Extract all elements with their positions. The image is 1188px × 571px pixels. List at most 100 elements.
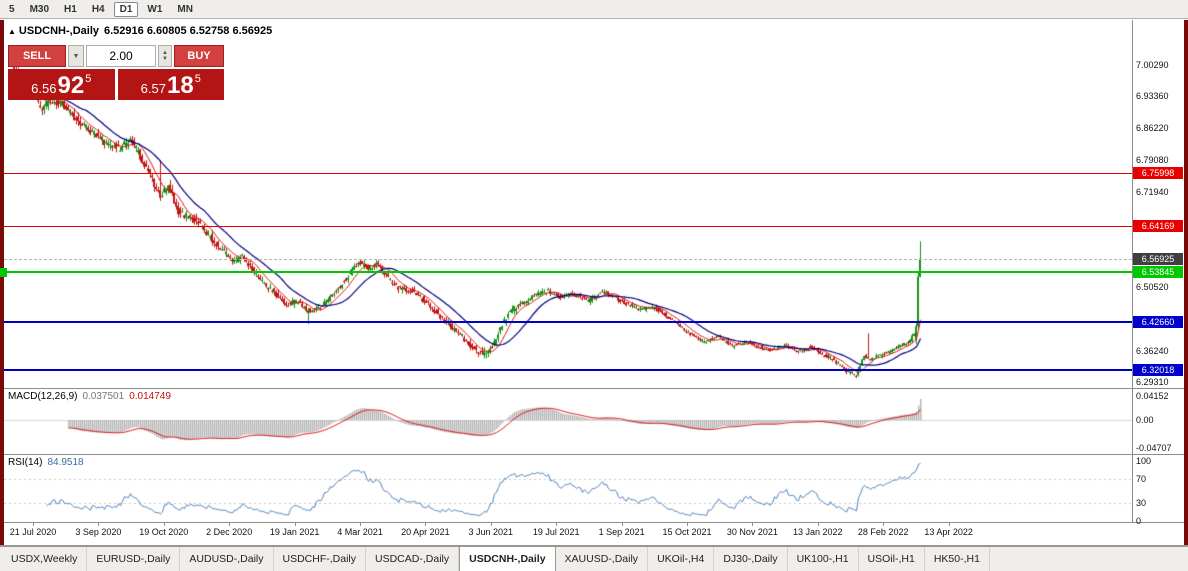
buy-price-big: 18 bbox=[166, 72, 194, 99]
trade-controls-row: SELL ▼ 2.00 ▲ ▼ BUY bbox=[8, 45, 224, 67]
time-axis-tick bbox=[949, 523, 950, 526]
horizontal-level-line[interactable] bbox=[4, 321, 1132, 323]
sell-price-box[interactable]: 6.56 92 5 bbox=[8, 69, 115, 100]
horizontal-level-line[interactable] bbox=[4, 173, 1132, 174]
macd-indicator-label: MACD(12,26,9) 0.037501 0.014749 bbox=[8, 391, 171, 402]
timeframe-button-mn[interactable]: MN bbox=[177, 3, 193, 15]
time-axis-tick bbox=[295, 523, 296, 526]
tab-ukoil-h4[interactable]: UKOil-,H4 bbox=[648, 547, 715, 571]
price-scale-border bbox=[1132, 20, 1133, 523]
tab-audusd-daily[interactable]: AUDUSD-,Daily bbox=[180, 547, 274, 571]
time-axis-tick bbox=[556, 523, 557, 526]
horizontal-level-line[interactable] bbox=[4, 226, 1132, 227]
tab-hk50-h1[interactable]: HK50-,H1 bbox=[925, 547, 990, 571]
level-price-tag: 6.75998 bbox=[1133, 167, 1183, 179]
time-axis-label: 19 Jan 2021 bbox=[269, 527, 320, 537]
buy-price-sup: 5 bbox=[194, 73, 201, 85]
time-axis-tick bbox=[98, 523, 99, 526]
trade-prices-row: 6.56 92 5 6.57 18 5 bbox=[8, 69, 224, 100]
tab-uk100-h1[interactable]: UK100-,H1 bbox=[788, 547, 859, 571]
level-price-tag: 6.32018 bbox=[1133, 364, 1183, 376]
timeframe-button-h4[interactable]: H4 bbox=[91, 3, 105, 15]
buy-price-box[interactable]: 6.57 18 5 bbox=[117, 69, 224, 100]
time-axis-label: 28 Feb 2022 bbox=[857, 527, 909, 537]
macd-name: MACD(12,26,9) bbox=[8, 391, 78, 402]
time-axis-label: 19 Oct 2020 bbox=[139, 527, 189, 537]
tab-usdcnh-daily[interactable]: USDCNH-,Daily bbox=[459, 547, 556, 571]
macd-indicator-canvas[interactable] bbox=[4, 389, 1132, 454]
time-axis-tick bbox=[33, 523, 34, 526]
panel-separator[interactable] bbox=[0, 454, 1188, 455]
price-scale-tick: 6.29310 bbox=[1136, 376, 1169, 387]
tab-eurusd-daily[interactable]: EURUSD-,Daily bbox=[87, 547, 181, 571]
horizontal-level-line[interactable] bbox=[4, 271, 1132, 273]
chart-window: ▲ USDCNH-,Daily 6.52916 6.60805 6.52758 6.… bbox=[0, 20, 1188, 546]
macd-scale-label: 0.04152 bbox=[1136, 391, 1169, 401]
time-axis-label: 15 Oct 2021 bbox=[662, 527, 712, 537]
time-axis-tick bbox=[622, 523, 623, 526]
rsi-name: RSI(14) bbox=[8, 457, 43, 468]
time-axis-label: 2 Dec 2020 bbox=[206, 527, 253, 537]
timeframe-button-m30[interactable]: M30 bbox=[29, 3, 50, 15]
tab-usdx-weekly[interactable]: USDX,Weekly bbox=[2, 547, 88, 571]
time-axis-tick bbox=[687, 523, 688, 526]
rsi-scale-label: 0 bbox=[1136, 516, 1142, 526]
time-axis-label: 3 Sep 2020 bbox=[75, 527, 122, 537]
horizontal-level-line[interactable] bbox=[4, 369, 1132, 371]
price-scale-tick: 6.93360 bbox=[1136, 90, 1169, 101]
price-scale-tick: 6.86220 bbox=[1136, 122, 1169, 133]
timeframe-button-d1[interactable]: D1 bbox=[113, 1, 139, 17]
time-axis-label: 19 Jul 2021 bbox=[532, 527, 580, 537]
rsi-scale-label: 30 bbox=[1136, 498, 1147, 508]
rsi-indicator-label: RSI(14) 84.9518 bbox=[8, 457, 84, 468]
timeframe-button-5[interactable]: 5 bbox=[9, 3, 15, 15]
tab-usoil-h1[interactable]: USOil-,H1 bbox=[859, 547, 925, 571]
symbol-tab-bar: USDX,Weekly EURUSD-,Daily AUDUSD-,Daily USD… bbox=[0, 546, 1188, 571]
time-axis-tick bbox=[229, 523, 230, 526]
macd-signal-value: 0.014749 bbox=[129, 391, 171, 402]
price-scale-tick: 6.79080 bbox=[1136, 154, 1169, 165]
time-axis-tick bbox=[360, 523, 361, 526]
sell-price-small: 6.56 bbox=[31, 81, 57, 96]
rsi-indicator-canvas[interactable] bbox=[4, 455, 1132, 522]
tab-dj30-daily[interactable]: DJ30-,Daily bbox=[714, 547, 788, 571]
tab-usdcad-daily[interactable]: USDCAD-,Daily bbox=[366, 547, 460, 571]
sell-price-big: 92 bbox=[57, 72, 85, 99]
time-axis-tick bbox=[818, 523, 819, 526]
level-price-tag: 6.42660 bbox=[1133, 316, 1183, 328]
rsi-value: 84.9518 bbox=[47, 457, 84, 468]
time-axis-label: 21 Jul 2020 bbox=[9, 527, 57, 537]
price-scale-tick: 7.00290 bbox=[1136, 60, 1169, 70]
tab-xauusd-daily[interactable]: XAUUSD-,Daily bbox=[556, 547, 649, 571]
level-left-marker bbox=[0, 268, 7, 277]
rsi-scale-label: 100 bbox=[1136, 456, 1152, 466]
macd-scale-label: 0.00 bbox=[1136, 415, 1154, 425]
macd-main-value: 0.037501 bbox=[82, 391, 125, 402]
volume-input[interactable]: 2.00 bbox=[86, 45, 156, 67]
sell-button[interactable]: SELL bbox=[8, 45, 66, 67]
time-axis-tick bbox=[752, 523, 753, 526]
price-scale-tick: 6.36240 bbox=[1136, 346, 1169, 357]
level-price-tag: 6.53845 bbox=[1133, 266, 1183, 278]
timeframe-toolbar: 5 M30 H1 H4 D1 W1 MN bbox=[0, 0, 1188, 19]
time-axis-label: 1 Sep 2021 bbox=[598, 527, 645, 537]
window-edge-right bbox=[1184, 20, 1188, 545]
tab-usdchf-daily[interactable]: USDCHF-,Daily bbox=[274, 547, 367, 571]
current-price-line bbox=[4, 259, 1132, 260]
panel-separator[interactable] bbox=[0, 388, 1188, 389]
window-bottom-border bbox=[0, 545, 1188, 546]
chart-symbol-label: USDCNH-,Daily bbox=[18, 25, 99, 37]
arrow-up-icon: ▲ bbox=[162, 50, 168, 56]
time-axis-tick bbox=[491, 523, 492, 526]
time-axis-label: 13 Apr 2022 bbox=[924, 527, 973, 537]
window-edge-left bbox=[0, 20, 4, 545]
buy-button[interactable]: BUY bbox=[174, 45, 224, 67]
volume-stepper[interactable]: ▲ ▼ bbox=[158, 45, 172, 67]
timeframe-button-w1[interactable]: W1 bbox=[147, 3, 163, 15]
volume-dropdown-button[interactable]: ▼ bbox=[68, 45, 84, 67]
rsi-scale-label: 70 bbox=[1136, 474, 1147, 484]
one-click-collapse-icon[interactable]: ▲ bbox=[8, 27, 16, 36]
timeframe-button-h1[interactable]: H1 bbox=[64, 3, 77, 15]
time-axis-tick bbox=[883, 523, 884, 526]
